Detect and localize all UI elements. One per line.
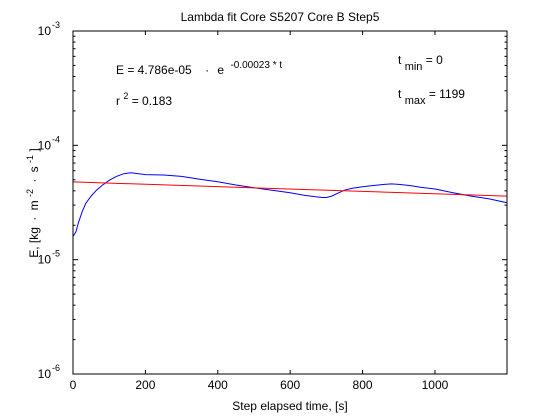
ylabel-bracket: ] bbox=[27, 148, 41, 151]
y-tick-label: 10-4 bbox=[38, 134, 60, 152]
tmin-sub: min bbox=[405, 61, 423, 73]
r2-value: = 0.183 bbox=[132, 94, 173, 108]
y-tick-label: 10-3 bbox=[38, 20, 60, 38]
ylabel-m-exp: -2 bbox=[25, 189, 35, 197]
equation-dot: · bbox=[205, 63, 209, 77]
fit-equation: E = 4.786e-05 · e -0.00023 * t bbox=[116, 60, 282, 77]
x-ticks: 0 200 400 600 800 1000 bbox=[70, 31, 449, 392]
y-tick-exponent: -4 bbox=[52, 134, 60, 144]
ylabel-s: s bbox=[27, 166, 41, 172]
y-tick-exponent: -6 bbox=[52, 363, 60, 373]
y-tick-base: 10 bbox=[38, 253, 52, 267]
y-tick-label: 10-5 bbox=[38, 249, 60, 267]
measured-series-line bbox=[72, 172, 508, 237]
tmin-base: t bbox=[398, 53, 402, 67]
y-axis-label: E, [kg · m -2 · s -1 ] bbox=[22, 148, 41, 257]
r2-exponent: 2 bbox=[123, 91, 128, 101]
series-layer bbox=[72, 172, 508, 237]
r2-base: r bbox=[116, 94, 120, 108]
r-squared: r 2 = 0.183 bbox=[116, 88, 172, 108]
y-tick-exponent: -5 bbox=[52, 249, 60, 259]
x-tick-label: 200 bbox=[135, 378, 155, 392]
x-tick-label: 800 bbox=[353, 378, 373, 392]
t-max: t max = 1199 bbox=[398, 87, 465, 107]
tmax-sub: max bbox=[405, 95, 426, 107]
x-tick-label: 600 bbox=[280, 378, 300, 392]
x-axis-label: Step elapsed time, [s] bbox=[232, 399, 347, 413]
plot-area bbox=[73, 31, 507, 374]
t-min: t min = 0 bbox=[398, 53, 443, 73]
x-tick-label: 400 bbox=[208, 378, 228, 392]
tmin-value: = 0 bbox=[426, 53, 443, 67]
equation-exponent: -0.00023 * t bbox=[230, 60, 282, 71]
tmax-value: = 1199 bbox=[429, 87, 465, 101]
x-tick-label: 1000 bbox=[422, 378, 449, 392]
ylabel-unit: E, [kg bbox=[27, 227, 41, 258]
x-tick-label: 0 bbox=[70, 378, 77, 392]
ylabel-dot-1: · bbox=[27, 217, 41, 221]
fit-series-line bbox=[72, 181, 508, 197]
y-tick-base: 10 bbox=[38, 24, 52, 38]
svg-text:E, [kg · m -: E, [kg · m -2 · s -1 ] bbox=[22, 148, 41, 257]
ylabel-dot-2: · bbox=[27, 179, 41, 183]
y-tick-base: 10 bbox=[38, 367, 52, 381]
y-tick-exponent: -3 bbox=[52, 20, 60, 30]
tmax-base: t bbox=[398, 87, 402, 101]
ylabel-s-exp: -1 bbox=[25, 155, 35, 163]
equation-left: E = 4.786e-05 bbox=[116, 63, 192, 77]
y-ticks: 10-610-510-410-3 bbox=[38, 20, 507, 381]
y-tick-label: 10-6 bbox=[38, 363, 60, 381]
equation-e: e bbox=[217, 63, 224, 77]
y-tick-base: 10 bbox=[38, 138, 52, 152]
ylabel-m: m bbox=[27, 200, 41, 210]
chart-title: Lambda fit Core S5207 Core B Step5 bbox=[181, 10, 380, 24]
